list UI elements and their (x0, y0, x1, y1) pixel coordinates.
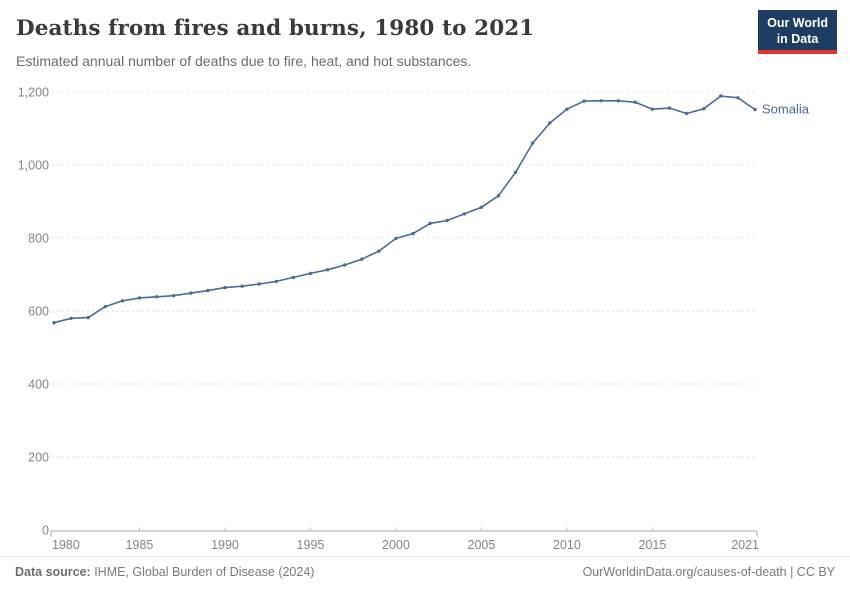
somalia-line[interactable] (53, 95, 756, 324)
data-point[interactable] (360, 257, 364, 261)
data-source-value: IHME, Global Burden of Disease (2024) (90, 565, 315, 579)
x-tick-label: 1980 (52, 538, 80, 552)
series-group (52, 94, 757, 325)
data-point[interactable] (719, 94, 723, 98)
data-point[interactable] (154, 295, 159, 299)
data-point[interactable] (411, 231, 415, 236)
owid-logo-line2: in Data (776, 32, 819, 46)
data-point[interactable] (172, 294, 176, 298)
data-point[interactable] (616, 99, 620, 103)
data-point[interactable] (548, 121, 552, 125)
x-tick-label: 2015 (639, 538, 667, 552)
x-tick-label: 1985 (126, 538, 154, 552)
data-point[interactable] (394, 236, 398, 241)
data-point[interactable] (308, 271, 313, 276)
data-point[interactable] (189, 291, 193, 295)
y-axis-labels: 0 200 400 600 800 1,000 1,200 (18, 85, 49, 537)
y-tick-label: 0 (42, 523, 49, 537)
y-tick-label: 600 (28, 304, 49, 318)
data-point[interactable] (257, 282, 261, 286)
data-source-label: Data source: (15, 565, 91, 579)
data-point[interactable] (240, 284, 244, 288)
x-tick-label: 1995 (297, 538, 325, 552)
y-tick-label: 400 (28, 377, 49, 391)
data-point[interactable] (206, 288, 210, 293)
data-point[interactable] (667, 106, 672, 110)
data-point[interactable] (462, 212, 466, 216)
data-point[interactable] (343, 263, 347, 267)
owid-logo-line1: Our World (767, 16, 828, 30)
data-point[interactable] (684, 111, 689, 116)
data-point[interactable] (291, 275, 296, 280)
data-point[interactable] (565, 107, 569, 111)
y-tick-label: 1,000 (18, 158, 49, 172)
data-point[interactable] (650, 107, 655, 111)
data-point[interactable] (736, 96, 740, 100)
data-point[interactable] (599, 99, 603, 103)
license-credit-link[interactable]: OurWorldinData.org/causes-of-death | CC … (582, 565, 835, 579)
y-tick-label: 1,200 (18, 85, 49, 99)
y-tick-label: 200 (28, 450, 49, 464)
data-point[interactable] (513, 170, 518, 174)
data-point[interactable] (86, 315, 90, 320)
x-axis (50, 527, 758, 537)
x-tick-label: 1990 (211, 538, 239, 552)
data-point[interactable] (445, 218, 449, 223)
x-tick-label: 2000 (382, 538, 410, 552)
data-point[interactable] (137, 296, 142, 300)
data-point[interactable] (753, 107, 757, 112)
data-point[interactable] (479, 205, 484, 209)
data-point[interactable] (496, 194, 501, 198)
data-source-note: Data source: IHME, Global Burden of Dise… (15, 565, 314, 579)
data-point[interactable] (69, 316, 73, 320)
footer-divider (0, 556, 850, 557)
data-point[interactable] (377, 249, 381, 253)
data-point[interactable] (531, 141, 535, 145)
data-point[interactable] (633, 100, 637, 104)
x-tick-label: 2021 (731, 538, 759, 552)
data-point[interactable] (428, 221, 432, 226)
chart-title: Deaths from fires and burns, 1980 to 202… (16, 16, 535, 41)
data-point[interactable] (325, 268, 330, 272)
data-point[interactable] (582, 99, 586, 103)
data-point[interactable] (274, 279, 278, 284)
data-point[interactable] (103, 304, 108, 309)
owid-logo[interactable]: Our World in Data (758, 10, 837, 54)
x-tick-label: 2010 (553, 538, 581, 552)
data-point[interactable] (52, 321, 56, 325)
gridlines (52, 91, 755, 458)
data-point[interactable] (223, 285, 227, 290)
entity-label[interactable]: Somalia (762, 102, 810, 117)
data-point[interactable] (120, 299, 125, 303)
chart-subtitle: Estimated annual number of deaths due to… (16, 53, 472, 69)
x-axis-labels: 1980 1985 1990 1995 2000 2005 2010 2015 2021 (52, 538, 759, 552)
data-point[interactable] (702, 107, 706, 111)
x-tick-label: 2005 (468, 538, 496, 552)
y-tick-label: 800 (28, 231, 49, 245)
